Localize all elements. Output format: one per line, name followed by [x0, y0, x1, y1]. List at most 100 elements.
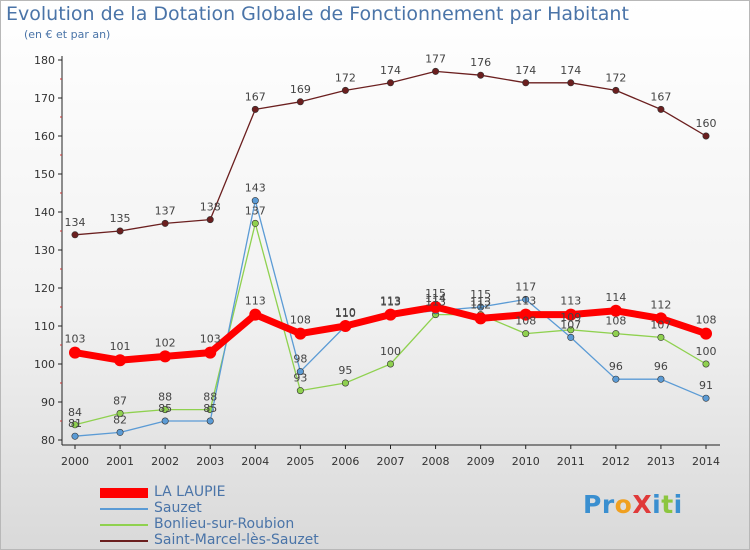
data-point-bonlieu-sur-roubion [612, 330, 620, 338]
data-label-la-laupie: 113 [560, 295, 581, 308]
data-point-la-laupie [114, 354, 127, 367]
x-tick-label: 2012 [602, 455, 630, 468]
x-tick-label: 2010 [512, 455, 540, 468]
data-point-sauzet [522, 295, 530, 303]
data-point-bonlieu-sur-roubion [251, 219, 259, 227]
data-point-saint-marcel-les-sauzet [522, 79, 530, 87]
data-label-saint-marcel-les-sauzet: 169 [290, 83, 311, 96]
data-point-sauzet [116, 428, 124, 436]
data-point-sauzet [657, 375, 665, 383]
data-label-bonlieu-sur-roubion: 93 [293, 372, 307, 385]
chart-legend: LA LAUPIE Sauzet Bonlieu-sur-Roubion Saint-… [100, 484, 400, 548]
data-point-sauzet [251, 197, 259, 205]
data-point-la-laupie [249, 308, 262, 321]
data-point-saint-marcel-les-sauzet [296, 98, 304, 106]
data-point-saint-marcel-les-sauzet [251, 105, 259, 113]
data-point-bonlieu-sur-roubion [522, 330, 530, 338]
data-label-la-laupie: 113 [245, 295, 266, 308]
data-point-saint-marcel-les-sauzet [386, 79, 394, 87]
data-label-saint-marcel-les-sauzet: 172 [605, 71, 626, 84]
data-label-bonlieu-sur-roubion: 88 [158, 391, 172, 404]
data-point-sauzet [206, 417, 214, 425]
data-label-saint-marcel-les-sauzet: 138 [200, 201, 221, 214]
data-label-sauzet: 110 [335, 307, 356, 320]
data-point-bonlieu-sur-roubion [702, 360, 710, 368]
data-label-bonlieu-sur-roubion: 109 [560, 311, 581, 324]
data-label-bonlieu-sur-roubion: 95 [338, 364, 352, 377]
y-tick-label: 110 [34, 320, 55, 333]
data-label-sauzet: 85 [203, 402, 217, 415]
x-tick-label: 2002 [151, 455, 179, 468]
data-point-la-laupie [339, 320, 352, 332]
data-label-saint-marcel-les-sauzet: 160 [696, 117, 717, 130]
chart-subtitle: (en € et par an) [24, 28, 111, 41]
data-point-bonlieu-sur-roubion [567, 326, 575, 334]
data-label-la-laupie: 112 [650, 298, 671, 311]
data-point-la-laupie [700, 327, 712, 340]
data-point-la-laupie [69, 346, 81, 359]
data-point-bonlieu-sur-roubion [386, 360, 394, 368]
legend-label: Saint-Marcel-lès-Sauzet [154, 532, 319, 548]
y-tick-label: 80 [41, 434, 55, 447]
data-label-la-laupie: 113 [380, 295, 401, 308]
data-point-la-laupie [204, 346, 217, 359]
chart-title: Evolution de la Dotation Globale de Fonc… [6, 3, 629, 25]
proxiti-logo: ProXiti [583, 490, 683, 519]
data-label-sauzet: 117 [515, 280, 536, 293]
data-label-sauzet: 85 [158, 402, 172, 415]
data-label-sauzet: 96 [654, 360, 668, 373]
legend-swatch [100, 488, 148, 498]
data-label-la-laupie: 108 [696, 314, 717, 327]
data-label-sauzet: 91 [699, 379, 713, 392]
data-point-saint-marcel-les-sauzet [116, 227, 124, 235]
data-point-la-laupie [654, 312, 667, 325]
legend-item: Sauzet [100, 500, 400, 516]
data-label-bonlieu-sur-roubion: 100 [380, 345, 401, 358]
legend-swatch [100, 508, 148, 510]
x-tick-label: 2006 [331, 455, 359, 468]
data-point-la-laupie [159, 350, 172, 363]
data-label-bonlieu-sur-roubion: 88 [203, 391, 217, 404]
y-tick-label: 140 [34, 206, 55, 219]
y-tick-label: 150 [34, 168, 55, 181]
data-point-saint-marcel-les-sauzet [567, 79, 575, 87]
data-point-saint-marcel-les-sauzet [477, 71, 485, 79]
data-label-la-laupie: 103 [200, 333, 221, 346]
data-label-bonlieu-sur-roubion: 84 [68, 406, 82, 419]
data-label-sauzet: 107 [560, 318, 581, 331]
data-point-bonlieu-sur-roubion [116, 409, 124, 417]
data-label-sauzet: 81 [68, 417, 82, 430]
legend-item: LA LAUPIE [100, 484, 400, 500]
data-label-bonlieu-sur-roubion: 137 [245, 204, 266, 217]
data-point-sauzet [296, 368, 304, 376]
data-label-sauzet: 113 [380, 296, 401, 309]
data-label-saint-marcel-les-sauzet: 174 [515, 64, 536, 77]
data-label-la-laupie: 103 [65, 333, 86, 346]
legend-item: Bonlieu-sur-Roubion [100, 516, 400, 532]
data-label-saint-marcel-les-sauzet: 137 [155, 204, 176, 217]
data-label-sauzet: 96 [609, 360, 623, 373]
data-point-sauzet [702, 394, 710, 402]
x-tick-label: 2009 [467, 455, 495, 468]
data-label-saint-marcel-les-sauzet: 167 [245, 90, 266, 103]
x-tick-label: 2001 [106, 455, 134, 468]
legend-swatch [100, 524, 148, 526]
data-label-saint-marcel-les-sauzet: 176 [470, 56, 491, 69]
y-tick-label: 160 [34, 130, 55, 143]
data-label-la-laupie: 114 [605, 291, 626, 304]
legend-item: Saint-Marcel-lès-Sauzet [100, 532, 400, 548]
logo-letter: o [614, 490, 633, 519]
data-label-sauzet: 143 [245, 182, 266, 195]
data-point-bonlieu-sur-roubion [161, 406, 169, 414]
y-tick-label: 120 [34, 282, 55, 295]
legend-label: LA LAUPIE [154, 484, 226, 500]
y-tick-label: 90 [41, 396, 55, 409]
data-point-bonlieu-sur-roubion [341, 379, 349, 387]
data-label-sauzet: 115 [470, 288, 491, 301]
data-point-la-laupie [519, 308, 532, 321]
data-point-la-laupie [474, 312, 487, 325]
x-tick-label: 2008 [422, 455, 450, 468]
data-label-bonlieu-sur-roubion: 108 [515, 315, 536, 328]
data-label-bonlieu-sur-roubion: 108 [605, 315, 626, 328]
data-point-saint-marcel-les-sauzet [657, 105, 665, 113]
